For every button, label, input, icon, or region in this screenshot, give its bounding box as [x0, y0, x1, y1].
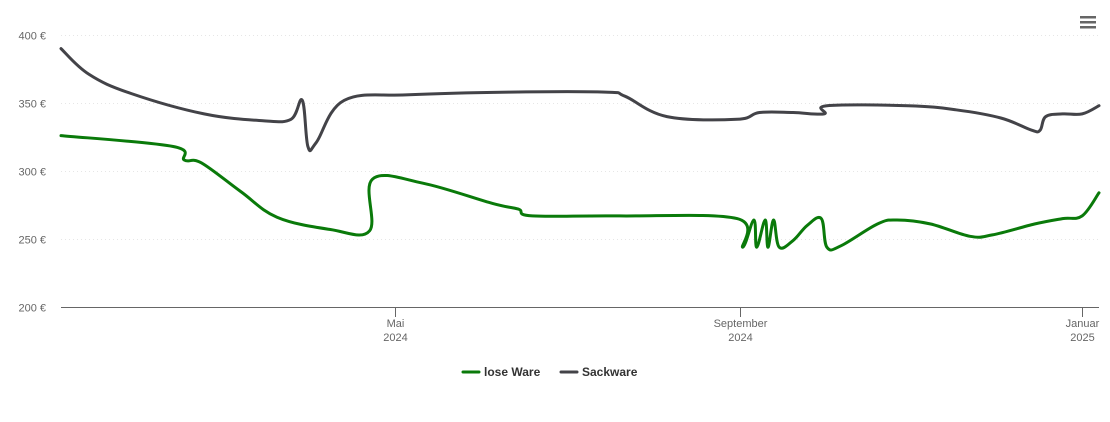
- legend-item-sackware[interactable]: Sackware: [559, 365, 638, 379]
- legend: lose Ware Sackware: [461, 365, 638, 379]
- x-tick-sublabel: 2024: [383, 332, 407, 344]
- x-tick-sublabel: 2025: [1070, 332, 1094, 344]
- legend-label: Sackware: [582, 365, 638, 379]
- axes: 200 € 250 € 300 € 350 € 400 € Mai 2024 Septembe…: [18, 31, 1099, 345]
- y-tick-label: 350 €: [18, 99, 46, 111]
- y-tick-label: 250 €: [18, 235, 46, 247]
- chart-menu-button[interactable]: [1079, 14, 1097, 30]
- x-tick-sublabel: 2024: [728, 332, 752, 344]
- series-line-lose-ware[interactable]: [59, 134, 1101, 252]
- legend-label: lose Ware: [484, 365, 541, 379]
- legend-item-lose-ware[interactable]: lose Ware: [461, 365, 541, 379]
- hamburger-menu-icon[interactable]: [1080, 16, 1096, 29]
- grid-lines: [61, 35, 1099, 240]
- x-tick-label: Mai: [387, 318, 405, 330]
- x-tick-label: September: [714, 318, 768, 330]
- series-lines: [59, 47, 1101, 252]
- y-tick-label: 400 €: [18, 31, 46, 43]
- x-tick-label: Januar: [1066, 318, 1100, 330]
- series-line-sackware[interactable]: [59, 47, 1101, 153]
- y-tick-label: 200 €: [18, 303, 46, 315]
- y-tick-label: 300 €: [18, 167, 46, 179]
